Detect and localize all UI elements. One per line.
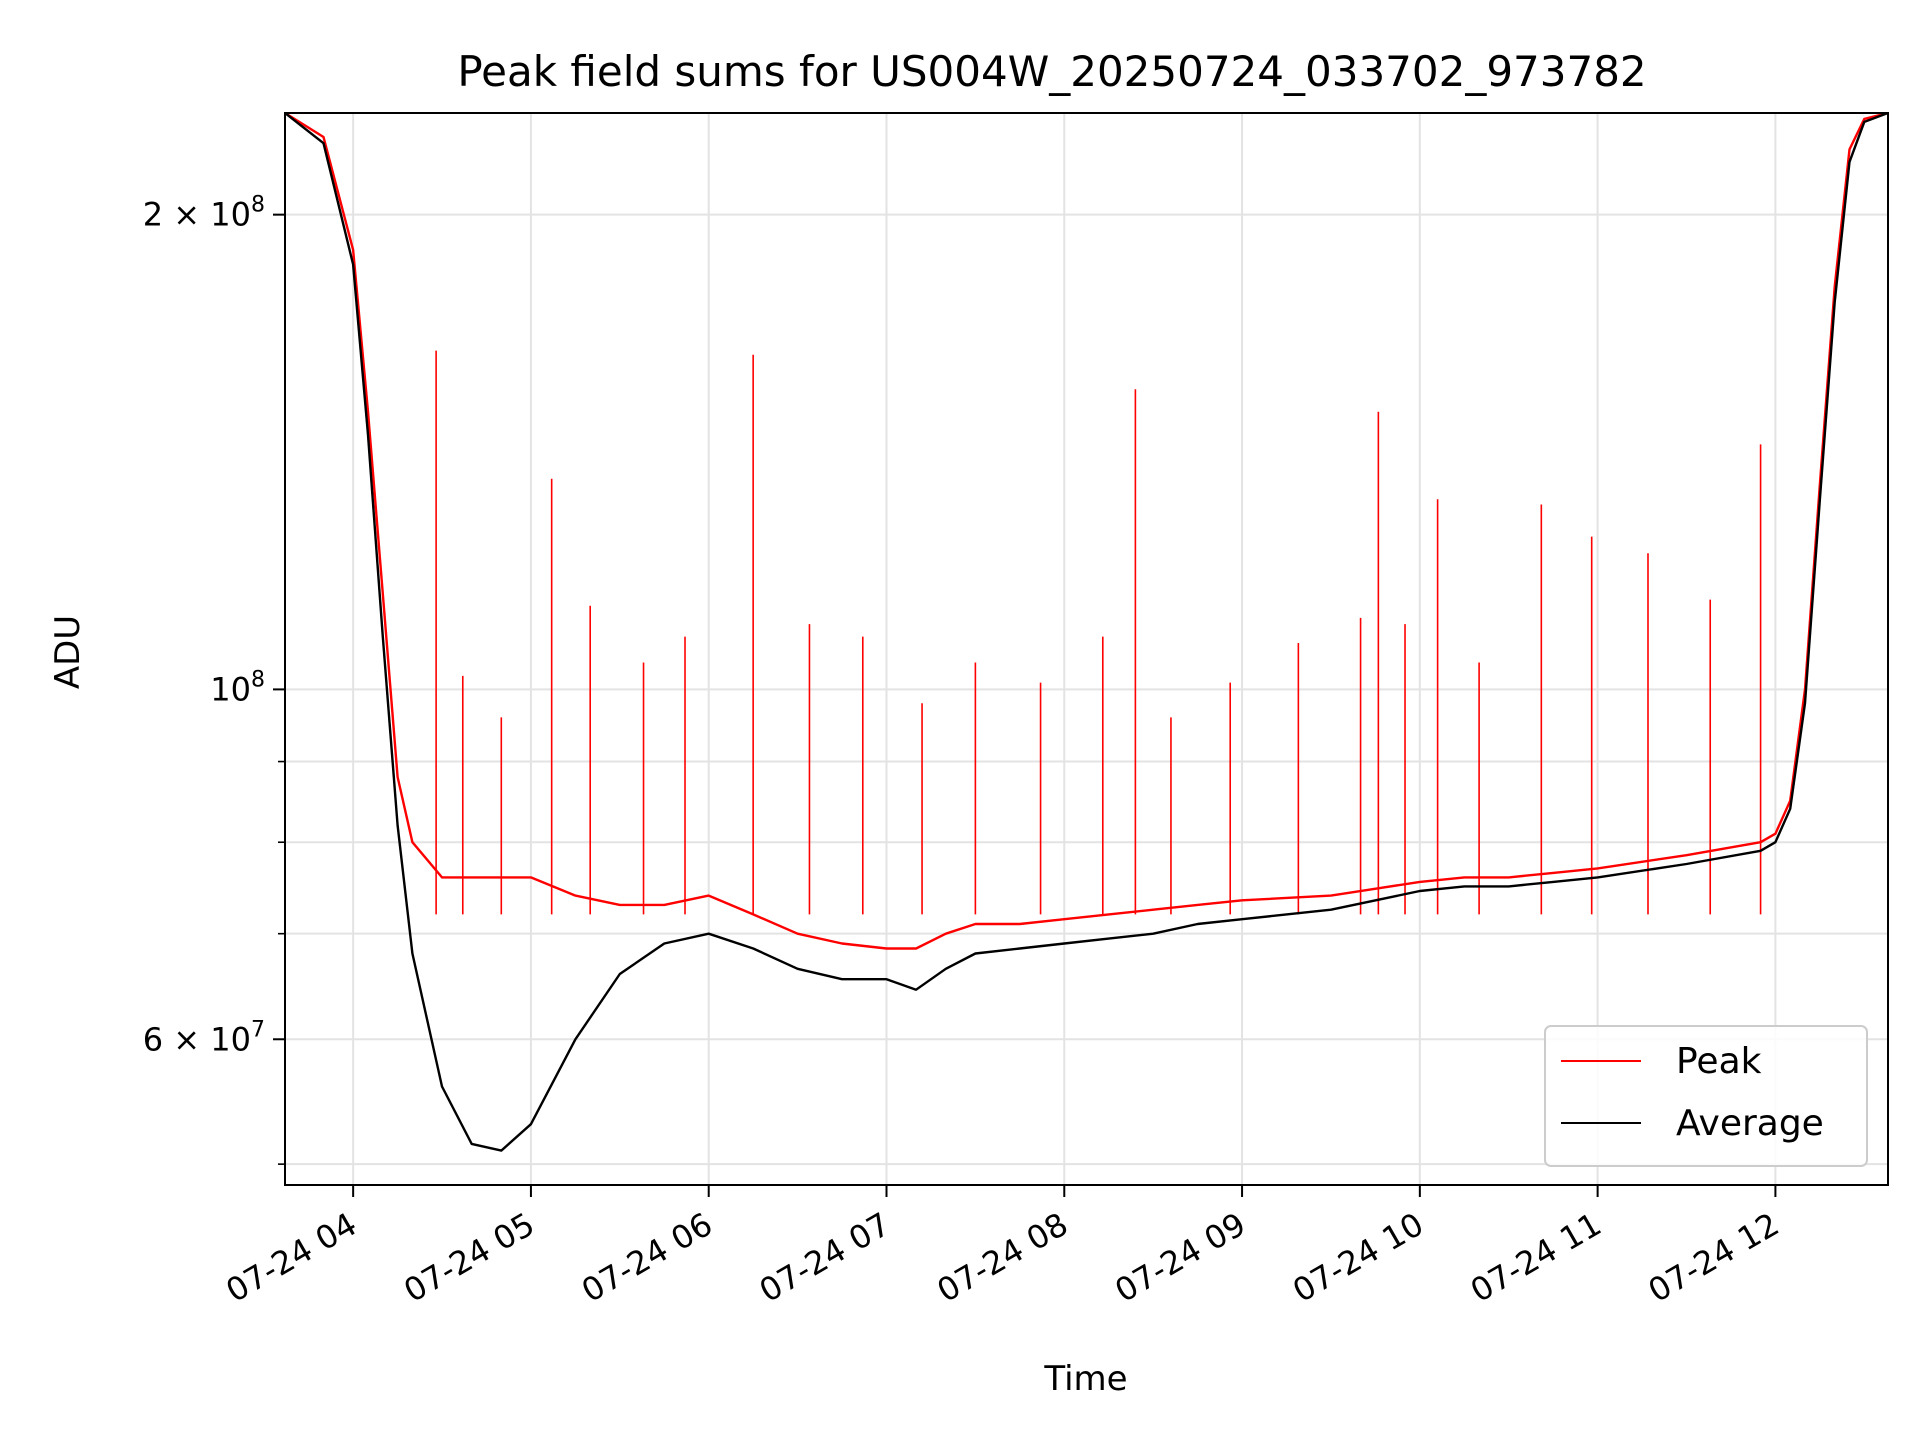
x-axis-title: Time — [1043, 1359, 1127, 1399]
chart-title: Peak field sums for US004W_20250724_0337… — [457, 47, 1646, 96]
plot-frame — [284, 112, 1889, 1186]
legend: Peak Average — [1544, 1025, 1868, 1167]
y-tick-label: 6 × 107 — [143, 1017, 265, 1058]
y-axis: 6 × 107 108 2 × 108 — [143, 193, 285, 1165]
series-line-average — [285, 113, 1888, 1152]
legend-label-average: Average — [1676, 1103, 1824, 1144]
y-tick-label: 108 — [210, 667, 265, 708]
y-axis-title: ADU — [48, 615, 88, 689]
y-tick-label: 2 × 108 — [143, 193, 265, 234]
series-layer — [285, 113, 1888, 1152]
legend-label-peak: Peak — [1676, 1041, 1762, 1082]
series-line-peak — [285, 113, 1888, 950]
